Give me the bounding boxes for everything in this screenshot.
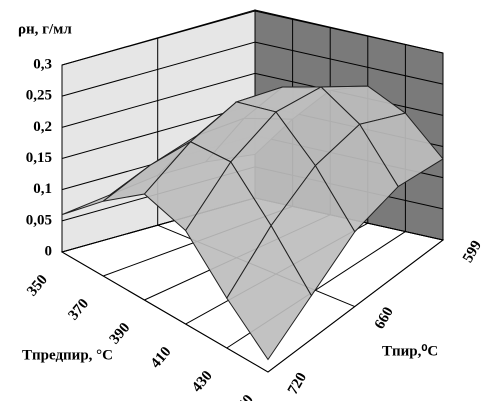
x-tick-label: 350 xyxy=(24,272,51,300)
floor-grid-line xyxy=(61,251,269,373)
y-tick-label: 660 xyxy=(372,305,397,332)
z-tick-label: 0,25 xyxy=(26,88,52,104)
surface-patch xyxy=(226,224,312,361)
z-axis-label: ρн, г/мл xyxy=(18,21,72,37)
x-tick-label: 450 xyxy=(230,392,257,401)
y-tick-label: 599 xyxy=(460,238,481,265)
y-axis-label: Tпир,⁰C xyxy=(382,343,438,359)
z-tick-label: 0,15 xyxy=(26,150,52,166)
x-axis-label: Tпредпир, °C xyxy=(22,347,113,363)
x-tick-label: 370 xyxy=(65,296,92,324)
x-tick-label: 410 xyxy=(148,344,175,372)
floor-grid-line xyxy=(267,239,444,373)
x-tick-label: 390 xyxy=(107,320,134,348)
y-tick-label: 720 xyxy=(285,370,310,397)
wall-grid-line xyxy=(61,10,256,66)
wall-grid-line xyxy=(61,72,256,128)
x-tick-label: 430 xyxy=(189,368,216,396)
z-tick-label: 0,1 xyxy=(33,181,52,197)
z-tick-label: 0,2 xyxy=(33,119,52,135)
z-tick-label: 0,05 xyxy=(26,212,52,228)
z-tick-label: 0 xyxy=(45,243,53,259)
wall-grid-line xyxy=(254,10,444,54)
wall-grid-line xyxy=(61,41,256,97)
z-tick-label: 0,3 xyxy=(33,56,52,72)
wall-grid-line xyxy=(254,41,444,85)
